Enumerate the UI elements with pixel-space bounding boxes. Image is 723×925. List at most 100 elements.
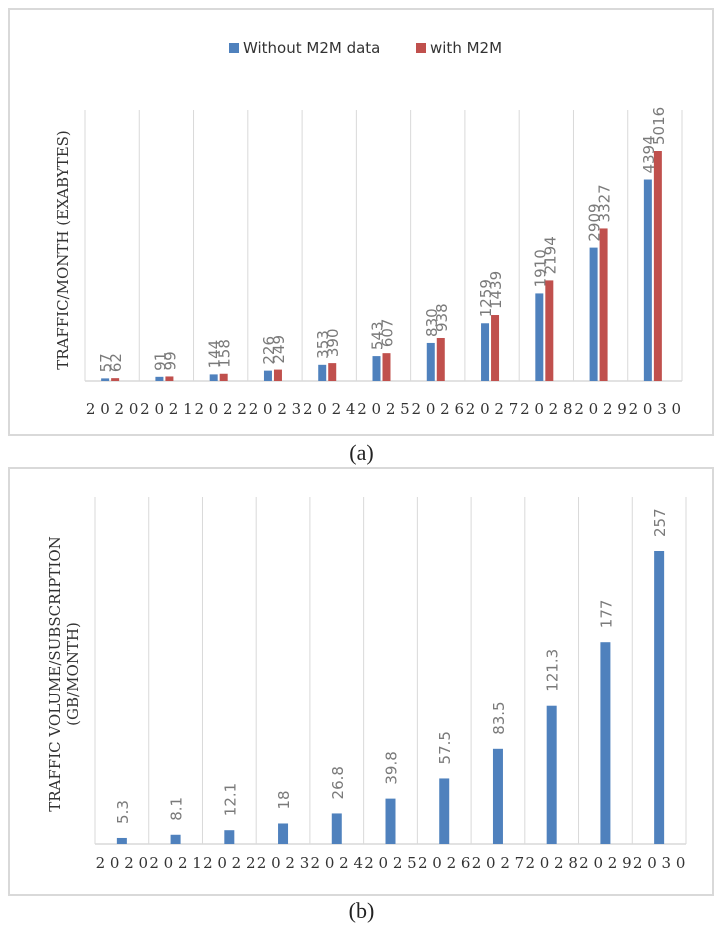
x-tick-label: 2 0 2 9 [579, 854, 631, 872]
bar [546, 705, 557, 844]
bar [328, 363, 337, 381]
data-label: 2194 [541, 236, 559, 274]
data-label: 39.8 [383, 751, 401, 784]
data-label: 57 [97, 353, 115, 372]
bar [439, 778, 450, 844]
data-label: 4394 [640, 135, 658, 173]
chart-a-panel: 57 62 2 0 2 0 91 99 2 0 2 1 144 158 2 0 2 2 226 24… [8, 8, 714, 436]
x-tick-label: 2 0 2 4 [311, 854, 363, 872]
x-tick-label: 2 0 2 0 [96, 854, 148, 872]
bar [436, 337, 445, 381]
legend-swatch-blue [229, 43, 239, 53]
bar [589, 247, 598, 381]
bar [111, 378, 120, 381]
x-tick-label: 2 0 2 3 [249, 400, 301, 418]
bar [385, 798, 396, 844]
bar [653, 151, 662, 381]
data-label: 607 [379, 319, 397, 348]
y-axis-label-line1: TRAFFIC VOLUME/SUBSCRIPTION [46, 536, 64, 812]
x-tick-label: 2 0 2 8 [525, 854, 577, 872]
bar [600, 642, 611, 844]
data-label: 26.8 [329, 766, 347, 799]
data-label: 353 [314, 330, 332, 359]
bar [165, 376, 174, 381]
data-label: 3327 [596, 184, 614, 222]
bar [372, 356, 381, 381]
data-label: 1910 [531, 249, 549, 287]
data-label: 5016 [650, 107, 668, 145]
bar [545, 280, 554, 381]
data-label: 2909 [586, 203, 604, 241]
data-label: 99 [161, 351, 179, 370]
x-tick-label: 2 0 2 5 [357, 400, 409, 418]
bar [273, 369, 282, 381]
data-label: 8.1 [168, 797, 186, 821]
data-label: 938 [433, 303, 451, 332]
x-tick-label: 2 0 3 0 [629, 400, 681, 418]
caption-a: (a) [349, 440, 374, 465]
data-label: 12.1 [221, 783, 239, 816]
y-axis-label-line2: (GB/MONTH) [64, 622, 82, 726]
chart-b-panel: 5.3 2 0 2 0 8.1 2 0 2 1 12.1 2 0 2 2 18 2 0 2 3… [8, 467, 714, 896]
x-tick-label: 2 0 2 1 [149, 854, 201, 872]
bar [318, 364, 327, 381]
bar [101, 378, 110, 381]
data-label: 121.3 [544, 649, 562, 692]
data-label: 158 [216, 339, 234, 368]
data-label: 62 [107, 353, 125, 372]
bar [224, 830, 235, 844]
data-label: 18 [275, 790, 293, 809]
bar [170, 834, 181, 844]
x-tick-label: 2 0 2 4 [303, 400, 355, 418]
data-label: 5.3 [114, 800, 132, 824]
legend-swatch-red [416, 43, 426, 53]
x-tick-label: 2 0 2 9 [574, 400, 626, 418]
bar [209, 374, 218, 381]
bar [426, 342, 435, 381]
bar [535, 293, 544, 381]
bar [263, 370, 272, 381]
x-tick-label: 2 0 3 0 [633, 854, 685, 872]
data-label: 543 [369, 321, 387, 350]
data-label: 91 [151, 352, 169, 371]
chart-b-svg: 5.3 2 0 2 0 8.1 2 0 2 1 12.1 2 0 2 2 18 2 0 2 3… [46, 497, 687, 872]
legend-label: Without M2M data [243, 39, 380, 57]
bar [643, 179, 652, 381]
x-tick-label: 2 0 2 6 [418, 854, 470, 872]
x-tick-label: 2 0 2 2 [203, 854, 255, 872]
x-tick-label: 2 0 2 2 [194, 400, 246, 418]
x-tick-label: 2 0 2 0 [86, 400, 138, 418]
bar [219, 373, 228, 381]
data-label: 390 [324, 328, 342, 357]
bar [155, 376, 164, 381]
bar [654, 551, 665, 844]
x-tick-label: 2 0 2 8 [520, 400, 572, 418]
data-label: 1259 [477, 279, 495, 317]
x-tick-label: 2 0 2 1 [140, 400, 192, 418]
bar [382, 353, 391, 381]
data-label: 83.5 [490, 701, 508, 734]
bar [481, 323, 490, 381]
x-tick-label: 2 0 2 6 [412, 400, 464, 418]
bar [599, 228, 608, 381]
y-axis-label: TRAFFIC/MONTH (EXABYTES) [54, 130, 72, 370]
bar [331, 813, 342, 844]
data-label: 1439 [487, 271, 505, 309]
data-label: 830 [423, 308, 441, 337]
x-tick-label: 2 0 2 5 [364, 854, 416, 872]
bar [492, 748, 503, 844]
data-label: 226 [260, 336, 278, 365]
x-tick-label: 2 0 2 3 [257, 854, 309, 872]
data-label: 177 [597, 600, 615, 629]
bar [278, 823, 289, 844]
bar [491, 315, 500, 381]
data-label: 57.5 [436, 731, 454, 764]
bar [116, 837, 127, 844]
x-tick-label: 2 0 2 7 [466, 400, 518, 418]
legend-label: with M2M [430, 39, 502, 57]
x-tick-label: 2 0 2 7 [472, 854, 524, 872]
caption-b: (b) [348, 898, 375, 923]
data-label: 144 [206, 340, 224, 369]
data-label: 257 [651, 508, 669, 537]
